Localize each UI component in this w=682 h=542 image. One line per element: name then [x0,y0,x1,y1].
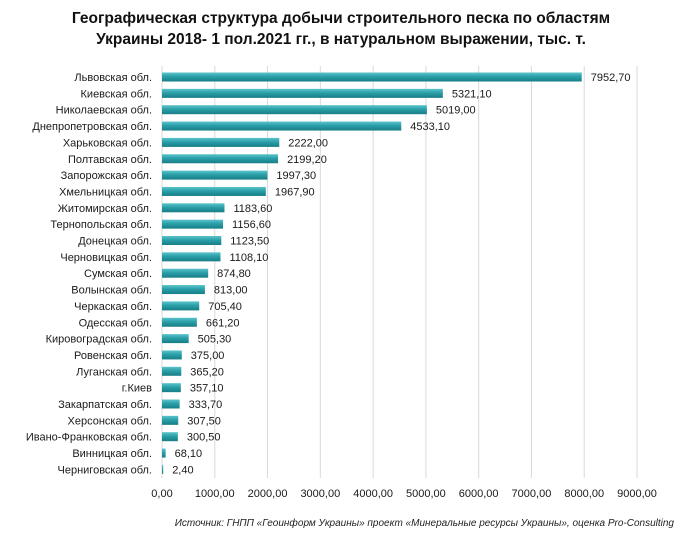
source-note: Источник: ГНПП «Геоинформ Украины» проек… [174,518,674,529]
bar [162,464,164,474]
chart-title-line-1: Географическая структура добычи строител… [71,10,611,27]
value-label: 1123,50 [230,236,269,248]
x-tick-label: 8000,00 [564,488,604,500]
value-label: 307,50 [187,415,221,427]
category-label: Львовская обл. [74,72,152,84]
category-label: Закарпатская обл. [58,399,152,411]
category-label: Тернопольская обл. [50,219,152,231]
bar [162,415,179,425]
category-label: Черкаская обл. [74,301,152,313]
value-label: 661,20 [206,317,240,329]
bar [162,366,182,376]
bar [162,268,209,278]
bar [162,432,178,442]
x-tick-label: 7000,00 [512,488,552,500]
value-label: 1967,90 [275,186,315,198]
category-label: Хмельницкая обл. [59,186,152,198]
value-label: 1997,30 [276,170,316,182]
x-tick-label: 3000,00 [300,488,340,500]
category-label: Житомирская обл. [58,203,152,215]
bar [162,137,280,147]
x-tick-labels: 0,00 1000,00 2000,00 3000,00 4000,00 5000,00 6… [151,488,657,500]
x-tick-label: 0,00 [151,488,172,500]
bar [162,236,222,245]
value-label: 874,80 [217,268,251,280]
value-label: 357,10 [190,383,224,395]
value-label: 333,70 [189,399,223,411]
bar [162,203,225,213]
bar [162,170,268,180]
category-label: Полтавская обл. [68,154,152,166]
category-label: Ровенская обл. [74,350,152,362]
x-tick-label: 2000,00 [248,488,288,500]
bar [162,448,166,458]
bar [162,88,443,98]
category-label: Днепропетровская обл. [32,121,152,133]
value-label: 2,40 [172,464,193,476]
category-label: Херсонская обл. [68,415,152,427]
value-label: 4533,10 [410,121,450,133]
bar [162,105,427,115]
value-labels: 7952,70 5321,10 5019,00 4533,10 2222,00 2199,… [172,72,630,476]
value-label: 7952,70 [591,72,631,84]
value-label: 705,40 [208,301,242,313]
category-label: Николаевская обл. [56,105,152,117]
category-label: Черниговская обл. [58,464,152,476]
value-label: 5019,00 [436,105,476,117]
category-label: г.Киев [122,383,152,395]
bar [162,121,402,131]
category-label: Кировоградская обл. [46,334,152,346]
bar [162,186,266,196]
bar [162,334,189,344]
category-labels: Львовская обл. Киевская обл. Николаевская … [26,72,152,476]
value-label: 365,20 [190,366,224,378]
bar [162,383,181,393]
category-label: Ивано-Франковская обл. [26,432,152,444]
x-tick-label: 1000,00 [195,488,235,500]
bar-chart: Львовская обл. Киевская обл. Николаевская … [26,66,657,500]
category-label: Киевская обл. [81,88,152,100]
category-label: Винницкая обл. [72,448,152,460]
chart-title-line-2: Украины 2018- 1 пол.2021 гг., в натураль… [96,31,586,48]
value-label: 5321,10 [452,88,492,100]
value-label: 1183,60 [233,203,272,215]
category-label: Одесская обл. [79,317,152,329]
x-tick-label: 4000,00 [353,488,393,500]
bar [162,72,582,82]
value-label: 68,10 [175,448,203,460]
bar [162,252,221,262]
category-label: Запорожская обл. [61,170,152,182]
bars [162,72,582,474]
bar [162,317,197,327]
x-tick-label: 6000,00 [459,488,499,500]
value-label: 505,30 [198,334,232,346]
bar [162,154,279,164]
value-label: 300,50 [187,432,221,444]
category-label: Черновицкая обл. [60,252,152,264]
bar [162,301,200,311]
bar [162,399,180,409]
category-label: Сумская обл. [84,268,152,280]
bar [162,219,224,229]
category-label: Донецкая обл. [78,236,152,248]
category-label: Волынская обл. [71,285,152,297]
value-label: 375,00 [191,350,225,362]
value-label: 1156,60 [232,219,271,231]
bar [162,285,205,295]
value-label: 2222,00 [288,137,328,149]
value-label: 1108,10 [229,252,268,264]
grid-lines [161,66,638,478]
value-label: 2199,20 [287,154,327,166]
category-label: Луганская обл. [76,366,152,378]
category-label: Харьковская обл. [63,137,152,149]
x-tick-label: 5000,00 [406,488,446,500]
bar [162,350,182,360]
chart-title: Географическая структура добычи строител… [0,8,682,50]
value-label: 813,00 [214,285,248,297]
x-tick-label: 9000,00 [617,488,657,500]
